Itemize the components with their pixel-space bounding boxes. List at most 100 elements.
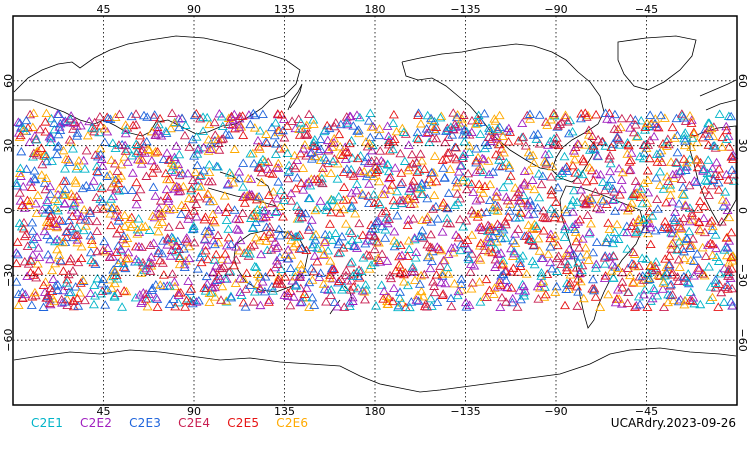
observation-marker xyxy=(411,247,422,257)
observation-marker xyxy=(340,146,351,156)
observation-marker xyxy=(612,219,623,229)
observation-marker xyxy=(165,251,176,260)
observation-marker xyxy=(588,247,599,257)
observation-marker xyxy=(364,250,375,260)
observation-marker xyxy=(417,225,428,235)
observation-marker xyxy=(196,257,207,267)
observation-marker xyxy=(304,277,315,287)
observation-marker xyxy=(252,135,263,145)
observation-marker xyxy=(507,297,518,307)
observation-marker xyxy=(45,181,56,191)
observation-marker xyxy=(48,274,59,283)
observation-marker xyxy=(193,191,204,201)
observation-marker xyxy=(327,235,338,244)
observation-marker xyxy=(254,235,265,245)
observation-marker xyxy=(597,136,608,146)
observation-marker xyxy=(376,156,387,165)
observation-marker xyxy=(498,182,509,192)
observation-marker xyxy=(344,138,355,148)
observation-marker xyxy=(694,217,705,227)
observation-marker xyxy=(267,286,278,295)
observation-marker xyxy=(580,243,591,252)
map-frame xyxy=(12,15,738,406)
observation-marker xyxy=(155,196,166,205)
observation-marker xyxy=(308,115,319,124)
observation-marker xyxy=(649,131,660,141)
observation-marker xyxy=(584,162,595,172)
observation-marker xyxy=(170,246,181,256)
observation-marker xyxy=(432,242,443,251)
observation-marker xyxy=(688,271,699,280)
observation-marker xyxy=(296,178,307,187)
observation-marker xyxy=(410,253,421,262)
eurasia-coastline xyxy=(13,35,301,137)
observation-marker xyxy=(708,131,719,141)
observation-marker xyxy=(665,290,676,300)
observation-marker xyxy=(270,237,281,246)
observation-marker xyxy=(445,122,456,131)
observation-marker xyxy=(693,204,704,213)
observation-marker xyxy=(495,280,506,289)
observation-marker xyxy=(588,175,599,185)
observation-marker xyxy=(374,124,385,133)
observation-marker xyxy=(703,125,714,134)
observation-marker xyxy=(156,208,167,217)
observation-marker xyxy=(484,224,495,234)
observation-marker xyxy=(110,112,121,121)
observation-marker xyxy=(256,177,267,187)
observation-marker xyxy=(569,154,580,164)
observation-marker xyxy=(146,155,157,165)
observation-marker xyxy=(234,122,245,132)
observation-marker xyxy=(610,297,621,307)
observation-marker xyxy=(323,144,334,154)
observation-marker xyxy=(717,142,728,151)
observation-marker xyxy=(339,282,350,291)
observation-marker xyxy=(510,192,521,202)
observation-marker xyxy=(541,157,552,167)
observation-marker xyxy=(469,260,480,270)
observation-marker xyxy=(429,190,440,199)
observation-marker xyxy=(368,189,379,199)
observation-marker xyxy=(60,154,71,164)
observation-marker xyxy=(234,214,245,224)
observation-marker xyxy=(155,280,166,289)
observation-marker xyxy=(132,229,143,238)
observation-marker xyxy=(483,156,494,165)
observation-marker xyxy=(249,158,260,168)
observation-marker xyxy=(60,184,71,194)
observation-marker xyxy=(52,279,63,289)
observation-marker xyxy=(606,142,617,152)
observation-marker xyxy=(41,221,52,230)
observation-marker xyxy=(184,210,195,219)
observation-marker xyxy=(523,209,534,219)
observation-marker xyxy=(153,219,164,229)
observation-marker xyxy=(464,140,475,150)
observation-marker xyxy=(550,287,561,296)
observation-marker xyxy=(276,109,287,119)
observation-marker xyxy=(163,155,174,164)
observation-marker xyxy=(253,269,264,278)
observation-marker xyxy=(426,167,437,177)
observation-marker xyxy=(40,117,51,126)
observation-marker xyxy=(691,155,702,164)
observation-marker xyxy=(706,216,717,225)
observation-marker xyxy=(27,239,38,249)
observation-marker xyxy=(360,294,370,304)
observation-marker xyxy=(518,132,529,141)
observation-marker xyxy=(231,255,242,264)
observation-marker xyxy=(308,266,319,276)
observation-marker xyxy=(560,112,571,122)
observation-marker xyxy=(590,292,601,301)
observation-marker xyxy=(346,188,357,197)
observation-marker xyxy=(41,156,52,166)
x-tick-label-bottom: 90 xyxy=(187,405,201,418)
x-tick-label-bottom: 180 xyxy=(365,405,386,418)
observation-marker xyxy=(700,251,711,260)
observation-marker xyxy=(347,235,358,245)
observation-marker xyxy=(92,151,103,161)
observation-marker xyxy=(79,295,90,305)
observation-marker xyxy=(523,165,534,175)
observation-marker xyxy=(352,243,363,252)
observation-marker xyxy=(340,270,351,280)
observation-marker xyxy=(466,230,477,239)
